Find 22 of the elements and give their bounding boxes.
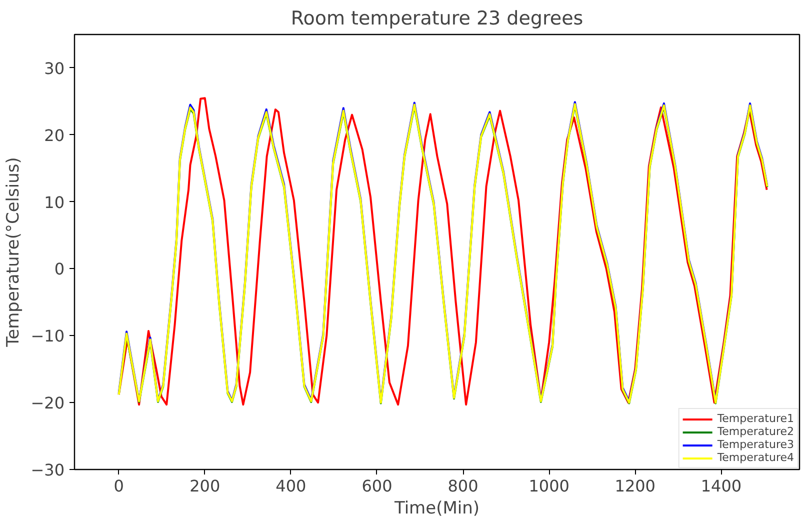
y-axis-title: Temperature(°Celsius)	[4, 157, 24, 348]
x-tick-label: 200	[190, 476, 220, 496]
x-tick-label: 1000	[528, 476, 570, 496]
y-tick-label: 10	[44, 192, 64, 212]
x-tick-label: 400	[276, 476, 306, 496]
x-tick-label: 800	[448, 476, 478, 496]
x-tick-label: 0	[114, 476, 124, 496]
legend-label: Temperature3	[717, 438, 794, 451]
x-axis-title: Time(Min)	[393, 498, 480, 518]
x-tick-label: 1200	[614, 476, 656, 496]
legend-label: Temperature2	[717, 425, 794, 438]
y-tick-label: −30	[30, 460, 64, 480]
y-tick-label: 30	[44, 58, 64, 78]
y-tick-label: −10	[30, 326, 64, 346]
chart-title: Room temperature 23 degrees	[290, 8, 584, 30]
y-tick-label: −20	[30, 394, 64, 413]
x-tick-label: 1400	[700, 476, 742, 496]
y-tick-label: 20	[44, 126, 64, 145]
legend-label: Temperature1	[717, 412, 794, 425]
y-tick-label: 0	[54, 260, 65, 279]
x-tick-label: 600	[362, 476, 392, 496]
legend-label: Temperature4	[717, 451, 794, 464]
